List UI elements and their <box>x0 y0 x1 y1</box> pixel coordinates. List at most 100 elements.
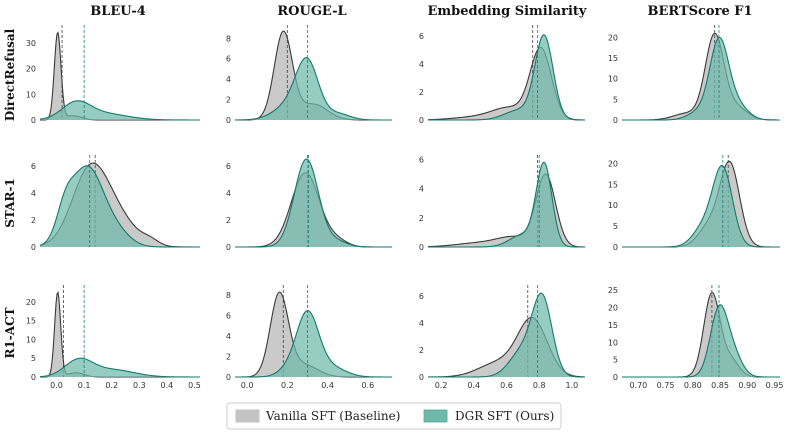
legend-frame <box>226 402 562 430</box>
x-tick-label: 0.75 <box>657 381 675 390</box>
y-tick-label: 15 <box>608 180 618 189</box>
column-titles: BLEU-4 ROUGE-L Embedding Similarity BERT… <box>90 4 752 19</box>
y-tick-label: 4 <box>419 60 424 69</box>
y-tick-label: 2 <box>419 214 424 223</box>
row-title-directrefusal: DirectRefusal <box>3 28 17 121</box>
y-tick-label: 25 <box>608 286 618 295</box>
panel-r1-act-embedding-similarity: 0 2 4 6 0.2 0.4 0.6 0.8 1.0 <box>419 285 586 390</box>
density-area-vanilla <box>40 292 200 377</box>
y-tick-label: 0 <box>613 243 618 252</box>
panel-star-1-embedding-similarity: 0 2 4 6 <box>419 155 586 252</box>
y-tick-label: 6 <box>226 55 231 64</box>
y-tick-label: 20 <box>608 304 618 313</box>
x-tick-label: 0.95 <box>766 381 784 390</box>
y-tick-label: 0 <box>613 373 618 382</box>
y-tick-label: 4 <box>31 189 36 198</box>
density-area-dgr <box>40 165 200 247</box>
y-tick-label: 4 <box>226 332 231 341</box>
x-tick-label: 1.0 <box>566 381 579 390</box>
x-tick-label: 0.8 <box>533 381 546 390</box>
legend-swatch-vanilla <box>235 409 260 423</box>
y-tick-label: 15 <box>608 321 618 330</box>
density-line-vanilla <box>427 173 586 248</box>
y-tick-label: 6 <box>226 162 231 171</box>
row-titles: DirectRefusal STAR-1 R1-ACT <box>3 28 17 358</box>
y-tick-label: 5 <box>613 222 618 231</box>
density-line-dgr <box>39 165 200 248</box>
y-tick-label: 6 <box>419 292 424 301</box>
x-tick-label: 0.4 <box>161 381 174 390</box>
density-area-dgr <box>622 165 780 247</box>
x-tick-label: 0.70 <box>629 381 647 390</box>
density-line-dgr <box>234 57 392 121</box>
panel-star-1-bleu-4: 0 2 4 6 <box>31 155 200 252</box>
panel-directrefusal-bleu-4: 0 10 20 30 <box>26 25 200 125</box>
density-line-dgr <box>39 100 200 121</box>
y-tick-label: 6 <box>31 162 36 171</box>
density-line-dgr <box>622 304 780 378</box>
panel-r1-act-rouge-l: 0 2 4 6 8 0.0 0.2 0.4 0.6 <box>226 285 392 390</box>
y-tick-label: 10 <box>608 75 618 84</box>
y-tick-label: 0 <box>419 116 424 125</box>
y-tick-label: 2 <box>226 353 231 362</box>
y-tick-label: 15 <box>608 54 618 63</box>
x-tick-label: 0.0 <box>241 381 254 390</box>
density-area-vanilla <box>235 292 392 377</box>
y-tick-label: 8 <box>226 34 231 43</box>
density-line-dgr <box>235 158 392 248</box>
y-tick-label: 2 <box>419 346 424 355</box>
y-tick-label: 20 <box>26 298 36 307</box>
y-tick-label: 6 <box>419 155 424 164</box>
density-area-dgr <box>235 159 392 247</box>
density-area-vanilla <box>235 31 392 121</box>
x-tick-label: 0.2 <box>105 381 118 390</box>
legend: Vanilla SFT (Baseline) DGR SFT (Ours) <box>226 402 562 430</box>
x-tick-label: 0.4 <box>321 381 334 390</box>
density-area-dgr <box>40 358 200 377</box>
density-line-dgr <box>428 34 586 121</box>
y-tick-label: 20 <box>608 33 618 42</box>
y-tick-label: 5 <box>613 95 618 104</box>
panel-r1-act-bertscore-f1: 0 5 10 15 20 25 0.70 0.75 0.80 0.85 0.90 0.95 <box>608 285 784 390</box>
x-tick-label: 0.2 <box>435 381 448 390</box>
y-tick-label: 30 <box>26 39 36 48</box>
column-title-bleu4: BLEU-4 <box>90 4 146 19</box>
y-tick-label: 2 <box>31 216 36 225</box>
x-tick-label: 0.0 <box>50 381 63 390</box>
y-tick-label: 0 <box>226 373 231 382</box>
y-tick-label: 4 <box>419 319 424 328</box>
density-line-dgr <box>622 36 780 121</box>
y-tick-label: 2 <box>226 216 231 225</box>
column-title-embedding-similarity: Embedding Similarity <box>428 4 587 19</box>
y-tick-label: 10 <box>26 335 36 344</box>
density-line-vanilla <box>40 290 200 378</box>
x-tick-label: 0.6 <box>500 381 513 390</box>
density-area-dgr <box>428 293 585 377</box>
y-tick-label: 15 <box>26 317 36 326</box>
y-tick-label: 20 <box>608 159 618 168</box>
y-tick-label: 20 <box>26 65 36 74</box>
y-tick-label: 0 <box>419 243 424 252</box>
x-tick-label: 0.6 <box>361 381 374 390</box>
panel-directrefusal-bertscore-f1: 0 5 10 15 20 <box>608 25 781 125</box>
x-tick-label: 0.90 <box>738 381 756 390</box>
legend-swatch-dgr <box>423 409 448 423</box>
y-tick-label: 6 <box>419 32 424 41</box>
x-tick-label: 0.85 <box>711 381 729 390</box>
density-line-dgr <box>428 292 585 378</box>
column-title-rougel: ROUGE-L <box>277 4 346 19</box>
density-area-dgr <box>428 34 585 120</box>
y-tick-label: 5 <box>31 354 36 363</box>
y-tick-label: 6 <box>226 312 231 321</box>
y-tick-label: 5 <box>613 356 618 365</box>
y-tick-label: 0 <box>613 116 618 125</box>
row-title-star1: STAR-1 <box>3 178 17 228</box>
y-tick-label: 2 <box>226 96 231 105</box>
y-tick-label: 0 <box>226 243 231 252</box>
y-tick-label: 2 <box>419 88 424 97</box>
x-tick-label: 0.5 <box>188 381 201 390</box>
panels: 0102030024680246051015200246024602460510… <box>26 25 784 390</box>
legend-label-dgr: DGR SFT (Ours) <box>455 409 554 423</box>
density-area-vanilla <box>40 32 200 121</box>
